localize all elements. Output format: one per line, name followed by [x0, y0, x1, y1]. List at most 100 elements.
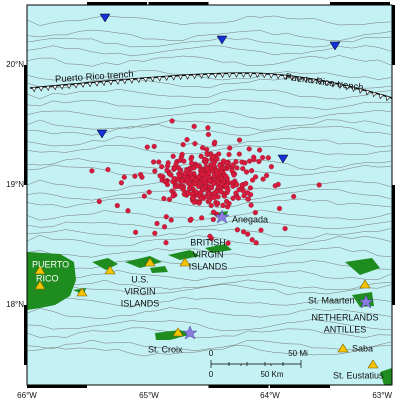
contour	[26, 77, 392, 89]
earthquake	[217, 163, 223, 169]
bathymetry	[26, 15, 392, 357]
earthquake	[182, 170, 188, 176]
contour	[26, 69, 392, 81]
trench-tooth	[136, 78, 141, 84]
earthquake	[200, 185, 206, 192]
trench-tooth	[45, 86, 51, 92]
place-label: Puerto Rico trench	[55, 69, 134, 85]
earthquake	[316, 182, 322, 188]
earthquake	[234, 181, 240, 188]
earthquake	[244, 190, 251, 196]
contour	[26, 29, 392, 42]
earthquake	[172, 184, 178, 190]
earthquake	[249, 168, 255, 174]
contour	[26, 99, 392, 111]
trench-tooth	[351, 86, 357, 93]
earthquake	[247, 185, 253, 191]
contour	[26, 55, 392, 67]
stations	[96, 13, 341, 164]
earthquake	[235, 195, 241, 201]
earthquake	[268, 164, 274, 170]
earthquake	[265, 155, 271, 161]
trench-tooth	[171, 75, 176, 81]
earthquake	[165, 163, 171, 169]
earthquake	[233, 190, 239, 196]
lat-label: 19°N	[6, 180, 24, 189]
earthquake	[198, 153, 204, 159]
earthquake	[171, 176, 177, 182]
trench-tooth	[345, 85, 350, 91]
earthquake	[219, 175, 225, 182]
place-label: Anegada	[232, 214, 268, 224]
trench-tooth	[331, 82, 336, 88]
earthquake	[177, 157, 183, 163]
earthquake	[187, 185, 193, 191]
lon-label: 63°W	[372, 391, 392, 400]
earthquake	[225, 240, 231, 246]
lon-label: 65°W	[139, 391, 159, 400]
trench-tooth	[87, 82, 93, 88]
scale-label: 50 Mi	[288, 349, 308, 358]
earthquake	[163, 240, 169, 246]
trench-tooth	[94, 81, 100, 87]
scale-label: 0	[209, 370, 214, 379]
earthquake	[151, 143, 157, 149]
place-label: RICO	[36, 273, 59, 283]
earthquake	[203, 160, 209, 166]
earthquake	[178, 167, 184, 174]
earthquake	[212, 139, 218, 145]
trench-tooth	[234, 72, 239, 78]
frame-band	[270, 385, 330, 388]
earthquake	[167, 171, 173, 177]
trench-tooth	[358, 88, 364, 94]
earthquake	[170, 193, 176, 199]
trench-tooth	[164, 76, 169, 82]
trench-tooth	[192, 74, 197, 80]
earthquake	[118, 180, 124, 186]
earthquake	[188, 216, 194, 222]
earthquake	[184, 177, 190, 183]
lon-label: 66°W	[17, 391, 37, 400]
earthquake	[189, 160, 195, 166]
earthquake	[264, 172, 270, 179]
earthquake	[199, 215, 205, 221]
earthquake	[211, 162, 217, 168]
earthquake	[168, 217, 174, 223]
earthquake	[192, 141, 198, 147]
trench-tooth	[31, 87, 37, 93]
earthquake	[234, 165, 240, 171]
trench-tooth	[115, 79, 120, 85]
place-label: St. Croix	[148, 344, 183, 354]
earthquake	[191, 123, 197, 129]
contour	[26, 88, 392, 100]
contour	[26, 219, 392, 230]
place-label: Saba	[352, 343, 373, 353]
trench-tooth	[213, 73, 218, 79]
place-label: VIRGIN	[192, 249, 223, 259]
volcanoes	[34, 257, 379, 369]
earthquake	[198, 189, 204, 196]
earthquake	[187, 171, 193, 177]
earthquake	[199, 171, 205, 177]
earthquake	[243, 180, 249, 187]
contour	[26, 36, 392, 48]
earthquake	[196, 183, 202, 190]
earthquake	[247, 158, 253, 164]
trench-tooth	[199, 74, 204, 79]
place-label: BRITISH	[190, 237, 226, 247]
earthquake	[226, 151, 232, 158]
frame-band	[208, 385, 269, 388]
earthquake	[205, 125, 211, 131]
earthquake	[173, 161, 179, 167]
earthquake	[180, 142, 186, 148]
place-label: St. Maarten	[308, 295, 355, 305]
trench-tooth	[379, 94, 384, 100]
earthquake	[152, 168, 158, 174]
earthquake	[151, 159, 157, 165]
contour	[26, 247, 392, 258]
earthquake	[186, 181, 192, 187]
trench-tooth	[101, 81, 106, 87]
earthquake	[207, 233, 213, 239]
trench-tooth	[310, 78, 316, 84]
